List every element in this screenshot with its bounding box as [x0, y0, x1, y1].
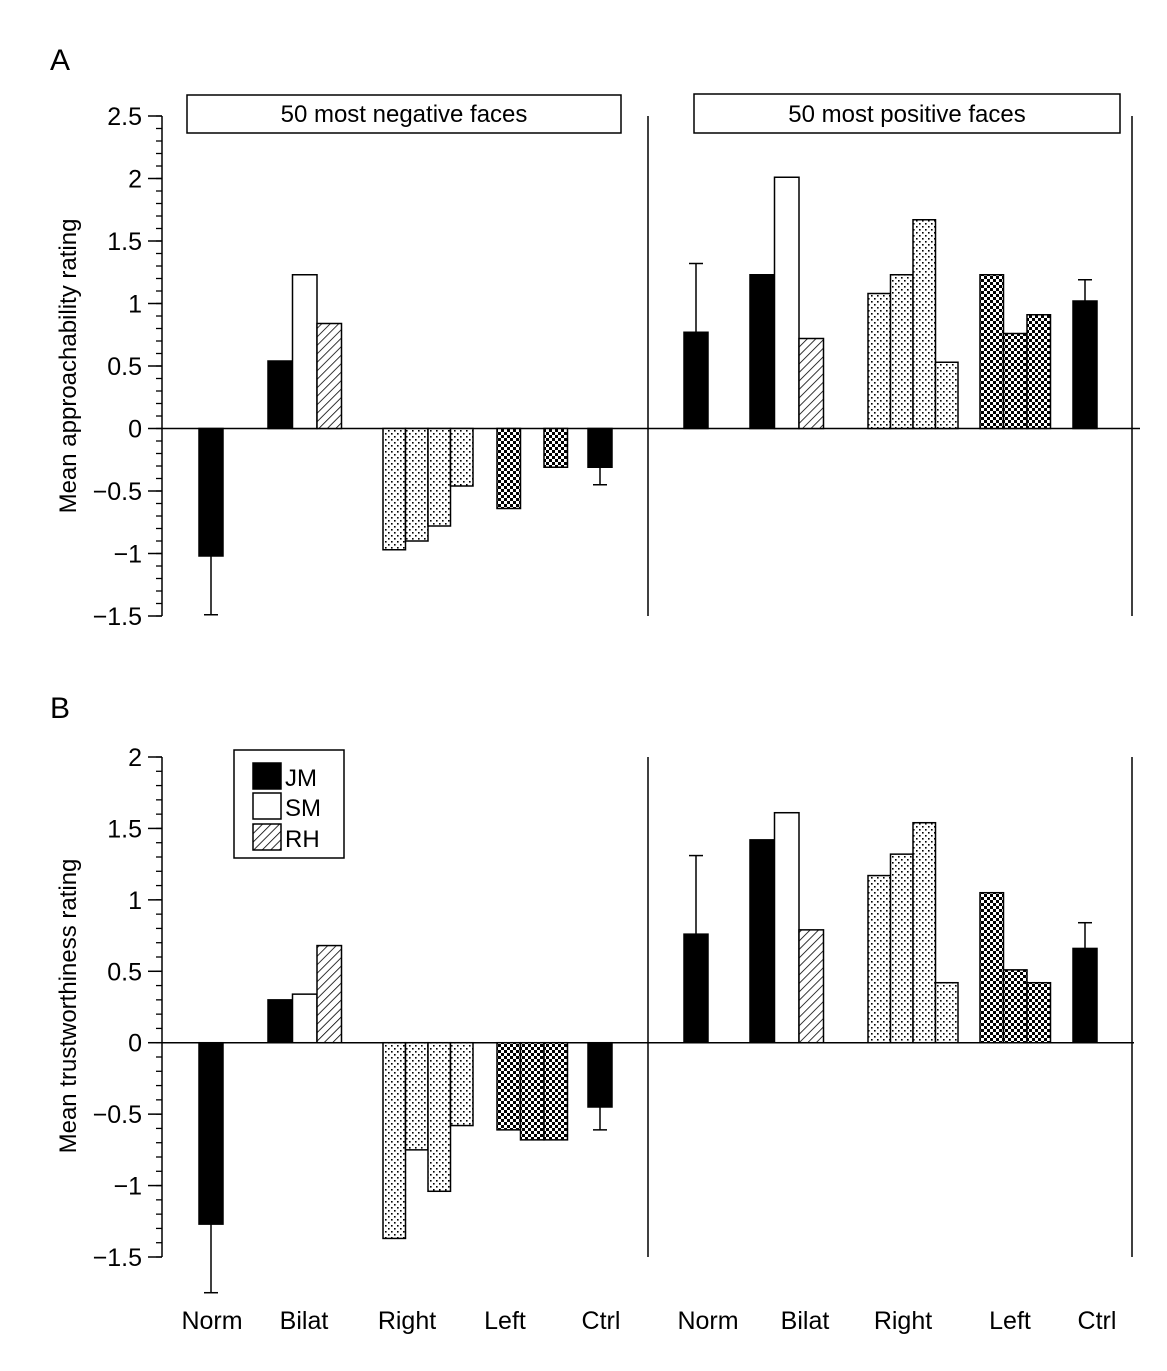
y-tick-label: 1 [128, 291, 142, 319]
legend: JM SM RH [233, 749, 345, 859]
bar-right [427, 427, 452, 527]
x-category-label: Bilat [280, 1307, 329, 1335]
x-axis-category-labels: Norm Bilat Right Left Ctrl Norm Bilat Right Left… [181, 1307, 1116, 1335]
panel-label-a: A [50, 44, 70, 77]
bar-bilat [291, 274, 318, 430]
legend-swatch-rh [252, 823, 282, 851]
x-category-label: Ctrl [582, 1307, 621, 1335]
y-tick-label: −1.5 [93, 603, 142, 631]
bar-ctrl [587, 427, 613, 468]
x-category-label: Right [874, 1307, 932, 1335]
bar-right [382, 427, 407, 551]
y-tick-label: 0.5 [107, 958, 142, 986]
bar-ctrl [587, 1041, 613, 1108]
y-tick-label: 0 [128, 416, 142, 444]
bar-norm [198, 427, 224, 557]
bar-bilat [291, 993, 318, 1044]
header-box [186, 94, 622, 134]
bar-right [867, 874, 892, 1044]
y-tick-label: 2.5 [107, 103, 142, 131]
y-tick-label: −0.5 [93, 478, 142, 506]
panel-a-chart: 2.5 2 1.5 1 0.5 0 −0.5 −1 −1.5 [93, 103, 1140, 631]
legend-label-sm: SM [285, 795, 321, 822]
x-category-label: Left [484, 1307, 526, 1335]
bar-bilat [267, 360, 294, 430]
bar-norm [198, 1041, 224, 1225]
y-axis-title-b: Mean trustworthiness rating [55, 859, 82, 1154]
y-tick-label: 0.5 [107, 353, 142, 381]
bar-bilat [773, 176, 800, 430]
bar-left [496, 427, 522, 510]
bar-bilat [798, 929, 825, 1044]
bar-right [867, 292, 892, 430]
legend-swatch-jm [252, 762, 282, 790]
y-tick-label: 0 [128, 1030, 142, 1058]
bar-left [519, 1041, 545, 1141]
bar-left [979, 274, 1005, 430]
bar-left [1026, 314, 1052, 430]
bar-right [382, 1041, 407, 1240]
bar-right [912, 219, 937, 430]
x-category-label: Ctrl [1078, 1307, 1117, 1335]
bar-right [404, 427, 429, 542]
legend-label-rh: RH [285, 826, 320, 853]
bar-right [449, 1041, 474, 1127]
bar-norm [683, 933, 709, 1044]
y-axis-title-a: Mean approachability rating [55, 219, 82, 514]
bar-bilat [773, 811, 800, 1044]
bar-left [543, 1041, 569, 1141]
bar-left [1002, 332, 1028, 430]
bar-right [449, 427, 474, 487]
y-tick-label: 1.5 [107, 228, 142, 256]
bar-left [1002, 969, 1028, 1044]
y-tick-label: 1.5 [107, 815, 142, 843]
y-tick-label: 2 [128, 166, 142, 194]
panel-b-chart: 2 1.5 1 0.5 0 −0.5 −1 −1.5 [93, 744, 1134, 1294]
x-category-label: Bilat [781, 1307, 830, 1335]
bar-ctrl [1072, 947, 1098, 1044]
bar-right [934, 361, 959, 430]
x-category-label: Left [989, 1307, 1031, 1335]
y-tick-label: −1 [113, 541, 142, 569]
bar-left [979, 891, 1005, 1044]
x-category-label: Right [378, 1307, 436, 1335]
bar-bilat [316, 322, 343, 430]
panel-a-header-positive: 50 most positive faces [693, 93, 1121, 134]
bar-norm [683, 331, 709, 430]
x-category-label: Norm [181, 1307, 242, 1335]
bar-right [889, 853, 914, 1044]
y-tick-label: −1.5 [93, 1244, 142, 1272]
header-positive-label: 50 most positive faces [788, 101, 1025, 128]
bar-right [427, 1041, 452, 1193]
header-negative-label: 50 most negative faces [281, 101, 528, 128]
bar-left [1026, 981, 1052, 1044]
bar-left [496, 1041, 522, 1131]
bar-bilat [749, 839, 776, 1044]
bar-right [889, 274, 914, 430]
bar-left [543, 427, 569, 468]
bar-right [912, 821, 937, 1044]
bar-bilat [798, 337, 825, 430]
panel-label-b: B [50, 692, 70, 725]
legend-label-jm: JM [285, 765, 317, 792]
bar-ctrl [1072, 300, 1098, 430]
y-tick-label: 1 [128, 887, 142, 915]
bar-right [404, 1041, 429, 1151]
y-tick-label: 2 [128, 744, 142, 772]
x-category-label: Norm [677, 1307, 738, 1335]
bar-right [934, 981, 959, 1044]
legend-swatch-sm [252, 792, 282, 820]
bar-bilat [267, 999, 294, 1044]
bar-bilat [749, 274, 776, 430]
y-tick-label: −1 [113, 1173, 142, 1201]
header-box [693, 93, 1121, 134]
bar-bilat [316, 944, 343, 1044]
y-tick-label: −0.5 [93, 1101, 142, 1129]
panel-a-header-negative: 50 most negative faces [186, 94, 622, 134]
